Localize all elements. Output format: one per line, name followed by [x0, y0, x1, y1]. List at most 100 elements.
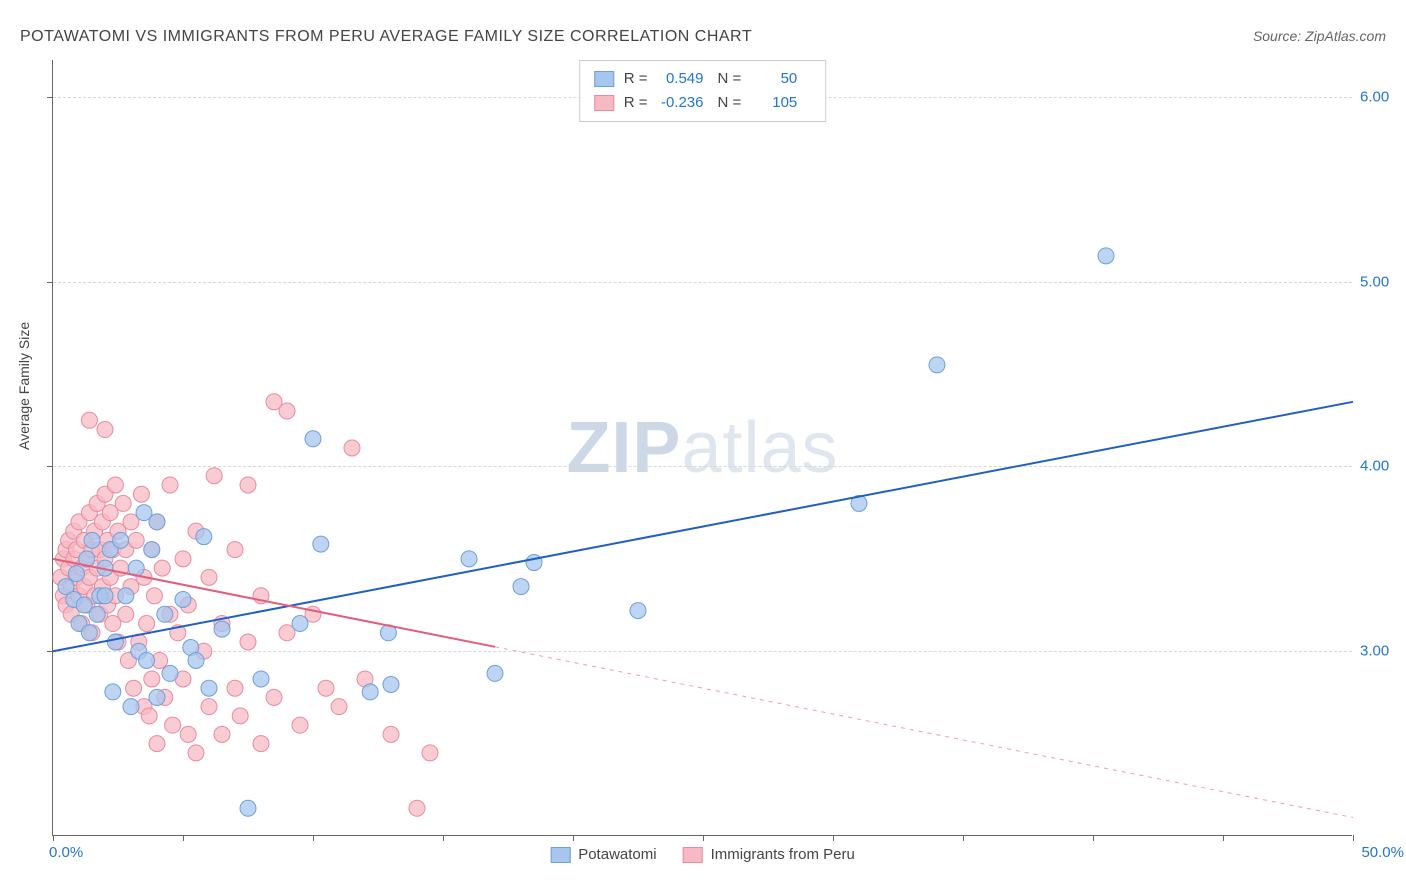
stats-row-potawatomi: R =0.549N =50 — [594, 67, 812, 91]
scatter-point-potawatomi — [81, 625, 97, 641]
scatter-point-potawatomi — [66, 592, 82, 608]
scatter-point-potawatomi — [362, 684, 378, 700]
scatter-point-peru — [58, 597, 74, 613]
scatter-point-peru — [68, 569, 84, 585]
scatter-point-peru — [87, 588, 103, 604]
scatter-point-potawatomi — [214, 621, 230, 637]
scatter-point-potawatomi — [461, 551, 477, 567]
scatter-point-potawatomi — [526, 555, 542, 571]
scatter-point-peru — [279, 625, 295, 641]
scatter-point-potawatomi — [630, 603, 646, 619]
scatter-point-peru — [81, 505, 97, 521]
scatter-point-potawatomi — [107, 634, 123, 650]
watermark-atlas: atlas — [681, 408, 838, 488]
scatter-point-peru — [87, 523, 103, 539]
scatter-point-peru — [157, 689, 173, 705]
y-axis-label: Average Family Size — [16, 322, 32, 450]
scatter-point-potawatomi — [513, 579, 529, 595]
scatter-point-peru — [144, 671, 160, 687]
scatter-point-peru — [344, 440, 360, 456]
chart-title: POTAWATOMI VS IMMIGRANTS FROM PERU AVERA… — [20, 28, 752, 46]
swatch-potawatomi — [550, 847, 570, 863]
scatter-point-potawatomi — [188, 652, 204, 668]
scatter-point-peru — [97, 486, 113, 502]
scatter-point-peru — [136, 569, 152, 585]
scatter-point-peru — [227, 680, 243, 696]
scatter-point-peru — [84, 625, 100, 641]
scatter-point-peru — [279, 403, 295, 419]
scatter-point-peru — [141, 708, 157, 724]
scatter-point-peru — [266, 689, 282, 705]
scatter-point-peru — [152, 652, 168, 668]
scatter-point-potawatomi — [253, 671, 269, 687]
n-value-potawatomi: 50 — [745, 67, 797, 91]
legend-label-peru: Immigrants from Peru — [711, 846, 855, 863]
scatter-point-peru — [144, 542, 160, 558]
scatter-point-potawatomi — [175, 592, 191, 608]
scatter-point-peru — [165, 717, 181, 733]
watermark: ZIPatlas — [566, 407, 838, 489]
trend-line-peru — [53, 559, 495, 647]
legend-item-potawatomi: Potawatomi — [550, 846, 656, 863]
scatter-point-peru — [422, 745, 438, 761]
scatter-point-peru — [133, 486, 149, 502]
n-label: N = — [718, 94, 742, 111]
scatter-point-potawatomi — [71, 616, 87, 632]
scatter-point-peru — [100, 532, 116, 548]
scatter-point-potawatomi — [201, 680, 217, 696]
scatter-point-peru — [180, 726, 196, 742]
scatter-point-potawatomi — [76, 597, 92, 613]
scatter-point-peru — [61, 560, 77, 576]
y-tick-label: 6.00 — [1360, 88, 1404, 105]
scatter-point-peru — [123, 579, 139, 595]
scatter-point-peru — [146, 588, 162, 604]
scatter-point-peru — [71, 514, 87, 530]
trend-line-potawatomi — [53, 402, 1353, 651]
scatter-point-peru — [76, 532, 92, 548]
scatter-point-peru — [110, 523, 126, 539]
trend-line-extrapolated-peru — [495, 647, 1353, 818]
scatter-point-potawatomi — [162, 665, 178, 681]
scatter-point-peru — [331, 699, 347, 715]
scatter-point-potawatomi — [149, 514, 165, 530]
scatter-point-peru — [105, 616, 121, 632]
scatter-point-potawatomi — [97, 588, 113, 604]
scatter-point-peru — [71, 588, 87, 604]
scatter-point-potawatomi — [383, 676, 399, 692]
scatter-point-potawatomi — [292, 616, 308, 632]
scatter-point-peru — [84, 542, 100, 558]
scatter-point-peru — [126, 680, 142, 696]
scatter-point-peru — [66, 523, 82, 539]
scatter-point-peru — [74, 616, 90, 632]
scatter-point-peru — [66, 551, 82, 567]
scatter-point-peru — [94, 579, 110, 595]
scatter-point-peru — [175, 671, 191, 687]
scatter-point-peru — [102, 505, 118, 521]
scatter-point-potawatomi — [139, 652, 155, 668]
scatter-point-peru — [74, 560, 90, 576]
scatter-point-peru — [58, 542, 74, 558]
scatter-point-potawatomi — [97, 560, 113, 576]
scatter-point-peru — [232, 708, 248, 724]
scatter-point-peru — [201, 699, 217, 715]
scatter-point-peru — [55, 588, 71, 604]
scatter-point-peru — [105, 542, 121, 558]
scatter-point-peru — [383, 726, 399, 742]
scatter-point-peru — [253, 588, 269, 604]
scatter-point-potawatomi — [79, 551, 95, 567]
y-tick-label: 5.00 — [1360, 273, 1404, 290]
scatter-point-peru — [170, 625, 186, 641]
scatter-point-peru — [253, 736, 269, 752]
scatter-point-peru — [63, 579, 79, 595]
scatter-point-peru — [100, 597, 116, 613]
scatter-point-peru — [97, 422, 113, 438]
plot-area: ZIPatlas 3.004.005.006.00 R =0.549N =50 … — [52, 60, 1352, 836]
scatter-point-peru — [206, 468, 222, 484]
legend: Potawatomi Immigrants from Peru — [550, 846, 855, 863]
scatter-point-potawatomi — [313, 536, 329, 552]
scatter-point-potawatomi — [128, 560, 144, 576]
scatter-point-peru — [154, 560, 170, 576]
scatter-point-peru — [214, 726, 230, 742]
swatch-potawatomi — [594, 71, 614, 87]
x-axis-max-label: 50.0% — [1361, 844, 1404, 861]
